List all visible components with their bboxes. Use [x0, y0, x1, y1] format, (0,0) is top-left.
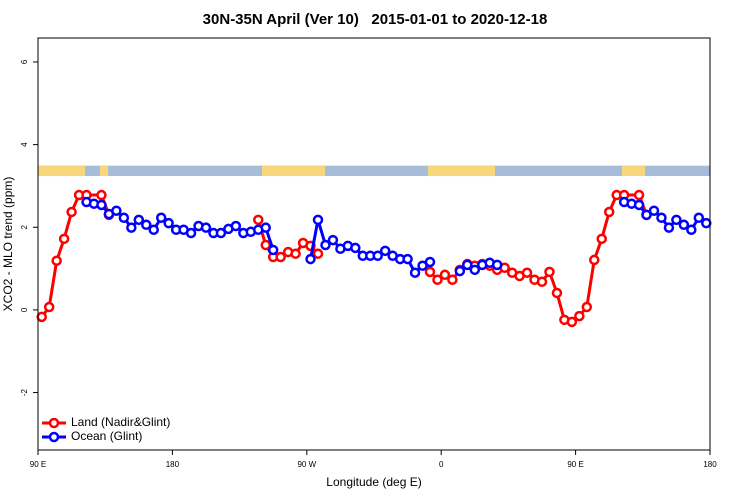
data-point	[656, 212, 667, 224]
data-point	[693, 212, 705, 224]
data-point	[641, 209, 652, 221]
x-tick-label: 90 E	[567, 460, 583, 469]
data-point	[133, 214, 145, 226]
land-strip	[428, 165, 495, 177]
land-strip	[99, 165, 109, 177]
series	[81, 196, 712, 278]
legend-label: Land (Nadir&Glint)	[71, 415, 170, 429]
data-point	[350, 242, 361, 254]
data-point	[260, 222, 271, 233]
data-point	[581, 301, 593, 313]
data-point	[603, 206, 615, 218]
x-tick-label: 0	[439, 460, 444, 469]
series	[36, 189, 652, 328]
x-axis-title: Longitude (deg E)	[326, 475, 421, 489]
data-point	[43, 301, 55, 313]
data-point	[275, 251, 286, 263]
data-point	[701, 217, 712, 229]
legend-marker	[48, 417, 60, 429]
data-point	[96, 189, 107, 201]
data-point	[305, 253, 316, 265]
data-point	[155, 212, 167, 224]
data-point	[253, 214, 264, 226]
data-point	[589, 254, 600, 266]
data-point	[439, 269, 451, 281]
data-point	[327, 234, 339, 246]
data-point	[215, 227, 227, 239]
plot-frame	[37, 37, 711, 451]
data-point	[566, 316, 578, 328]
y-tick-label: 2	[20, 224, 29, 229]
ocean-strip	[38, 165, 710, 177]
data-point	[372, 250, 383, 262]
legend-label: Ocean (Glint)	[71, 429, 142, 443]
data-point	[544, 266, 555, 278]
data-point	[312, 248, 324, 259]
data-point	[521, 267, 533, 278]
x-tick-label: 180	[166, 460, 180, 469]
data-point	[96, 199, 107, 211]
data-point	[678, 219, 690, 231]
data-point	[432, 274, 443, 285]
data-point	[454, 265, 466, 277]
data-point	[663, 222, 675, 233]
data-point	[267, 244, 279, 256]
y-tick-label: 6	[20, 59, 29, 64]
data-point	[633, 199, 645, 211]
data-point	[462, 259, 473, 271]
data-point	[51, 255, 62, 266]
data-point	[648, 205, 660, 216]
data-point	[290, 248, 301, 259]
chart-title: 30N-35N April (Ver 10) 2015-01-01 to 202…	[203, 11, 548, 28]
data-point	[58, 233, 70, 245]
data-point	[163, 217, 174, 229]
y-axis-title: XCO2 - MLO trend (ppm)	[1, 177, 15, 312]
data-point	[469, 264, 481, 276]
data-point	[66, 206, 77, 218]
y-tick-label: 4	[20, 142, 29, 147]
y-tick-label: 0	[20, 307, 29, 312]
data-point	[574, 310, 585, 322]
data-point	[320, 239, 331, 251]
data-point	[409, 267, 421, 278]
data-point	[596, 233, 607, 245]
data-point	[118, 212, 130, 224]
data-point	[686, 224, 697, 235]
y-tick-label: -2	[20, 388, 29, 396]
data-point	[148, 224, 159, 235]
legend-marker	[48, 431, 60, 443]
series-line	[40, 193, 648, 324]
data-point	[312, 214, 324, 226]
land-strip	[262, 165, 326, 177]
data-point	[633, 189, 645, 201]
data-point	[200, 222, 212, 233]
data-point	[551, 287, 563, 299]
data-point	[230, 220, 242, 232]
land-strip	[621, 165, 646, 177]
data-point	[424, 256, 436, 268]
data-point	[141, 219, 152, 231]
data-point	[36, 311, 47, 323]
data-point	[402, 253, 413, 265]
data-point	[126, 222, 137, 233]
data-point	[491, 259, 503, 271]
data-point	[111, 205, 122, 216]
data-point	[671, 214, 682, 226]
x-tick-label: 90 W	[297, 460, 316, 469]
data-point	[447, 274, 458, 285]
data-point	[536, 276, 548, 288]
data-point	[260, 239, 271, 251]
data-point	[185, 227, 197, 239]
x-tick-label: 90 E	[30, 460, 46, 469]
x-tick-label: 180	[703, 460, 717, 469]
land-strip	[38, 165, 86, 177]
data-point	[379, 245, 391, 257]
data-point	[424, 266, 436, 278]
